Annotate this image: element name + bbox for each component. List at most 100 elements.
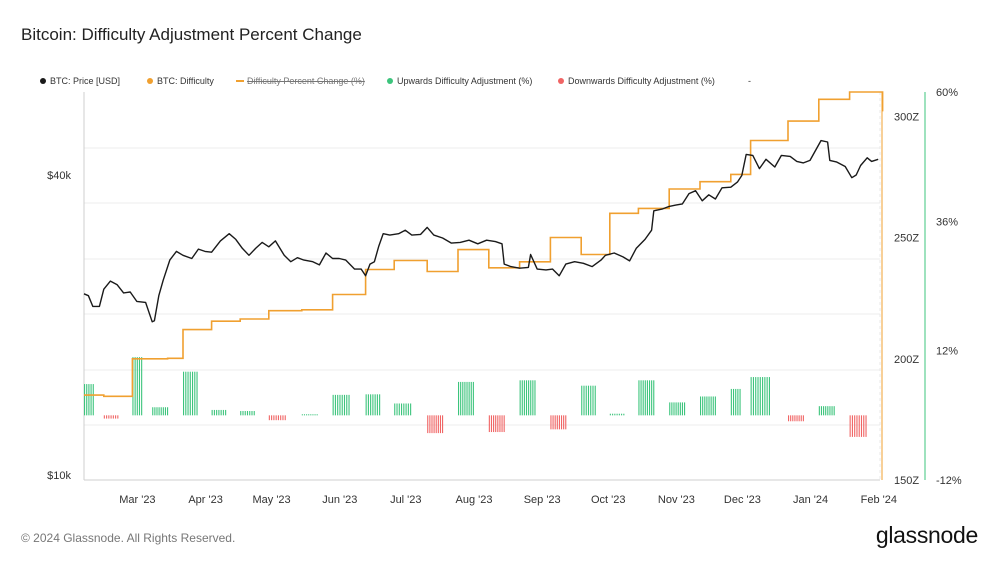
bar-stripe <box>194 371 196 416</box>
bar-stripe <box>365 394 367 416</box>
bar-stripe <box>275 415 277 421</box>
x-tick-label: Sep '23 <box>524 494 561 506</box>
bar-stripe <box>158 407 160 416</box>
upward-adjustment-bar <box>240 411 255 416</box>
bar-stripe <box>244 411 246 416</box>
bar-stripe <box>348 394 350 416</box>
bar-stripe <box>669 402 671 416</box>
bar-stripe <box>240 411 242 416</box>
bar-stripe <box>788 415 790 422</box>
bar-stripe <box>648 380 651 416</box>
bar-stripe <box>621 413 623 416</box>
difficulty-line <box>84 91 884 398</box>
bar-stripe <box>590 385 592 416</box>
bar-stripe <box>640 380 642 416</box>
bar-stripe <box>614 413 616 416</box>
downward-adjustment-bar <box>268 415 286 421</box>
bar-stripe <box>712 396 714 416</box>
bar-stripe <box>154 407 156 416</box>
bar-stripe <box>488 415 490 433</box>
bar-stripe <box>396 403 398 416</box>
bar-stripe <box>303 414 306 416</box>
bar-stripe <box>470 381 472 416</box>
bar-stripe <box>134 357 136 416</box>
bar-stripe <box>310 414 312 416</box>
bar-stripe <box>220 409 222 416</box>
bar-stripe <box>755 377 757 416</box>
bar-stripe <box>376 394 378 416</box>
legend-item-extra: - <box>748 76 751 86</box>
bar-stripe <box>92 384 94 416</box>
bar-stripe <box>651 380 653 416</box>
downwards-dot-icon <box>558 78 564 84</box>
difficulty-tick-label: 200Z <box>894 354 919 366</box>
upward-adjustment-bar <box>84 384 94 416</box>
bar-stripe <box>138 357 141 416</box>
bar-stripe <box>403 403 405 416</box>
x-tick-label: May '23 <box>253 494 291 506</box>
difficulty-tick-label: 250Z <box>894 233 919 245</box>
legend-item-downwards[interactable]: Downwards Difficulty Adjustment (%) <box>558 76 715 86</box>
legend-item-difficulty[interactable]: BTC: Difficulty <box>147 76 214 86</box>
upward-adjustment-bar <box>669 402 686 416</box>
bar-stripe <box>823 406 825 416</box>
bar-stripe <box>84 384 86 416</box>
bar-stripe <box>88 384 90 416</box>
difficulty-dot-icon <box>147 78 153 84</box>
legend-label-downwards: Downwards Difficulty Adjustment (%) <box>568 76 715 86</box>
bar-stripe <box>827 406 829 416</box>
bar-stripe <box>282 415 284 421</box>
bar-stripe <box>112 415 114 419</box>
percent-tick-label: 36% <box>936 216 958 228</box>
bar-stripe <box>249 411 251 416</box>
legend-label-percent-change: Difficulty Percent Change (%) <box>247 76 365 86</box>
bar-stripe <box>185 371 187 416</box>
legend-item-upwards[interactable]: Upwards Difficulty Adjustment (%) <box>387 76 532 86</box>
bar-stripe <box>314 414 316 416</box>
bar-stripe <box>623 413 625 416</box>
bar-stripe <box>583 385 585 416</box>
bar-stripe <box>339 394 341 416</box>
bar-stripe <box>790 415 792 422</box>
bar-stripe <box>739 388 741 416</box>
bar-stripe <box>211 409 213 416</box>
bar-stripe <box>218 409 220 416</box>
bar-stripe <box>679 402 681 416</box>
bar-stripe <box>160 407 162 416</box>
bar-stripe <box>854 415 856 437</box>
bar-stripe <box>460 381 462 416</box>
bar-stripe <box>437 415 439 434</box>
bar-stripe <box>653 380 655 416</box>
chart-title: Bitcoin: Difficulty Adjustment Percent C… <box>21 25 362 44</box>
bar-stripe <box>851 415 853 437</box>
upward-adjustment-bar <box>365 394 381 416</box>
bar-stripe <box>766 377 768 416</box>
upward-adjustment-bar <box>609 413 625 416</box>
bar-stripe <box>268 415 270 421</box>
bar-stripe <box>341 394 343 416</box>
bar-stripe <box>818 406 820 416</box>
x-tick-label: Nov '23 <box>658 494 695 506</box>
bar-stripe <box>552 415 554 430</box>
bar-stripe <box>833 406 835 416</box>
bar-stripe <box>156 407 158 416</box>
upward-adjustment-bar <box>458 381 474 416</box>
x-tick-label: Dec '23 <box>724 494 761 506</box>
bar-stripe <box>213 409 215 416</box>
bar-stripe <box>858 415 860 437</box>
x-tick-label: Jan '24 <box>793 494 828 506</box>
bar-stripe <box>519 380 521 416</box>
upward-adjustment-bar <box>638 380 655 416</box>
legend-item-percent-change[interactable]: Difficulty Percent Change (%) <box>236 76 365 86</box>
bar-stripe <box>671 402 673 416</box>
bar-stripe <box>405 403 407 416</box>
bar-stripe <box>216 409 218 416</box>
glassnode-logo[interactable]: glassnode <box>875 522 978 548</box>
bar-stripe <box>762 377 764 416</box>
legend-item-price[interactable]: BTC: Price [USD] <box>40 76 120 86</box>
bar-stripe <box>90 384 92 416</box>
bar-stripe <box>499 415 501 433</box>
bar-stripe <box>764 377 766 416</box>
bar-stripe <box>433 415 435 434</box>
